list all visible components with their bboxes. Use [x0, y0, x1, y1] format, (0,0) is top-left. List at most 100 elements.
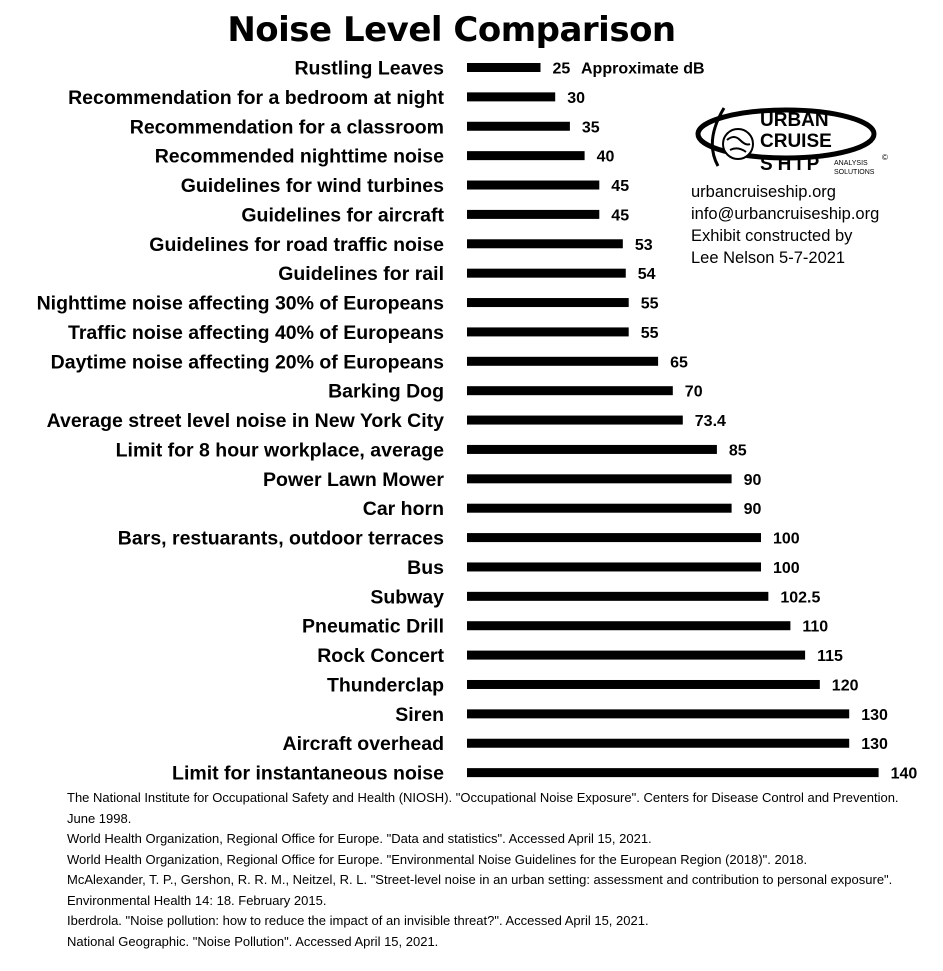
value-label: 130: [861, 736, 888, 753]
value-label: 70: [685, 384, 703, 401]
category-label: Traffic noise affecting 40% of Europeans: [68, 322, 444, 344]
reference-item: Iberdrola. "Noise pollution: how to redu…: [67, 913, 649, 928]
value-label: 45: [611, 207, 629, 224]
bar: [467, 239, 623, 249]
bar: [467, 679, 820, 689]
value-label: 65: [670, 354, 688, 371]
references: The National Institute for Occupational …: [67, 788, 927, 952]
category-label: Nighttime noise affecting 30% of Europea…: [37, 293, 445, 315]
category-label: Barking Dog: [328, 381, 444, 403]
logo-ring: [695, 107, 877, 161]
reference-item: National Geographic. "Noise Pollution". …: [67, 933, 439, 949]
category-label: Bus: [407, 557, 444, 579]
category-label: Aircraft overhead: [283, 733, 444, 755]
category-label: Recommended nighttime noise: [155, 146, 444, 168]
category-label: Car horn: [363, 498, 444, 520]
bar: [467, 650, 806, 660]
value-label: 102.5: [780, 589, 820, 606]
value-label: 55: [641, 325, 659, 342]
bar: [467, 709, 850, 719]
reference-item: World Health Organization, Regional Offi…: [67, 831, 652, 846]
bar: [467, 415, 683, 425]
bar: [467, 151, 585, 161]
value-label: 25: [553, 61, 571, 78]
category-label: Guidelines for wind turbines: [181, 175, 444, 197]
bar: [467, 562, 761, 572]
bar: [467, 180, 600, 190]
value-label: 73.4: [695, 413, 726, 430]
bar: [467, 356, 659, 366]
value-label: 100: [773, 560, 800, 577]
category-label: Guidelines for aircraft: [241, 204, 444, 226]
reference-item: World Health Organization, Regional Offi…: [67, 851, 808, 867]
logo-word-ship: SHIP: [760, 154, 824, 175]
category-label: Limit for 8 hour workplace, average: [116, 439, 445, 461]
category-label: Recommendation for a classroom: [130, 116, 444, 138]
credit-line-2: Lee Nelson 5-7-2021: [691, 249, 846, 267]
category-label: Bars, restuarants, outdoor terraces: [118, 528, 444, 550]
bar: [467, 444, 717, 454]
category-label: Average street level noise in New York C…: [47, 410, 445, 432]
value-label: 55: [641, 296, 659, 313]
logo-word-cruise: CRUISE: [760, 131, 832, 152]
value-label: 53: [635, 237, 653, 254]
bar: [467, 209, 600, 219]
bar-chart-svg: Rustling Leaves 25 Approximate dB Recommend…: [37, 58, 918, 785]
category-label: Recommendation for a bedroom at night: [68, 87, 444, 109]
website-text: urbancruiseship.org: [691, 183, 836, 201]
urban-cruise-ship-logo: URBAN CRUISE SHIP ANALYSIS SOLUTIONS ©: [695, 107, 888, 176]
chart-title: Noise Level Comparison: [227, 10, 676, 50]
category-label: Daytime noise affecting 20% of Europeans: [51, 351, 445, 373]
bar: [467, 92, 556, 102]
bar: [467, 474, 732, 484]
bar: [467, 268, 626, 278]
category-label: Pneumatic Drill: [302, 616, 444, 638]
value-label: 90: [744, 501, 762, 518]
value-label: 35: [582, 119, 600, 136]
email-text: info@urbancruiseship.org: [691, 205, 880, 223]
category-label: Power Lawn Mower: [263, 469, 444, 491]
bar: [467, 591, 769, 601]
value-label: 100: [773, 531, 800, 548]
bar: [467, 621, 791, 631]
category-label: Guidelines for rail: [278, 263, 444, 285]
unit-annotation: Approximate dB: [581, 61, 705, 78]
category-label: Rustling Leaves: [294, 58, 444, 80]
bar: [467, 533, 761, 543]
bar: [467, 63, 541, 72]
value-label: 40: [597, 149, 615, 166]
logo-tag-solutions: SOLUTIONS: [834, 169, 875, 176]
value-label: 115: [817, 648, 843, 665]
logo-word-urban: URBAN: [760, 110, 829, 131]
bar: [467, 768, 879, 778]
category-label: Subway: [370, 586, 444, 608]
value-label: 120: [832, 677, 859, 694]
value-label: 140: [891, 766, 918, 783]
logo-copyright-mark: ©: [882, 153, 888, 162]
bar: [467, 738, 850, 748]
value-label: 130: [861, 707, 888, 724]
bar: [467, 327, 629, 337]
category-label: Rock Concert: [317, 645, 444, 667]
category-label: Thunderclap: [327, 674, 444, 696]
value-label: 90: [744, 472, 762, 489]
info-block: urbancruiseship.org info@urbancruiseship…: [691, 181, 941, 269]
value-label: 85: [729, 442, 747, 459]
bar: [467, 503, 732, 513]
globe-landmass: [726, 136, 751, 153]
value-label: 110: [802, 619, 828, 636]
logo-swoosh: [710, 107, 726, 167]
credit-line-1: Exhibit constructed by: [691, 227, 853, 245]
reference-item: The National Institute for Occupational …: [67, 790, 899, 826]
category-label: Guidelines for road traffic noise: [149, 234, 444, 256]
value-label: 54: [638, 266, 656, 283]
value-label: 30: [567, 90, 585, 107]
bar: [467, 298, 629, 308]
category-label: Siren: [395, 704, 444, 726]
value-label: 45: [611, 178, 629, 195]
bar: [467, 386, 673, 396]
bar: [467, 121, 570, 131]
category-label: Limit for instantaneous noise: [172, 763, 444, 785]
reference-item: McAlexander, T. P., Gershon, R. R. M., N…: [67, 872, 893, 908]
